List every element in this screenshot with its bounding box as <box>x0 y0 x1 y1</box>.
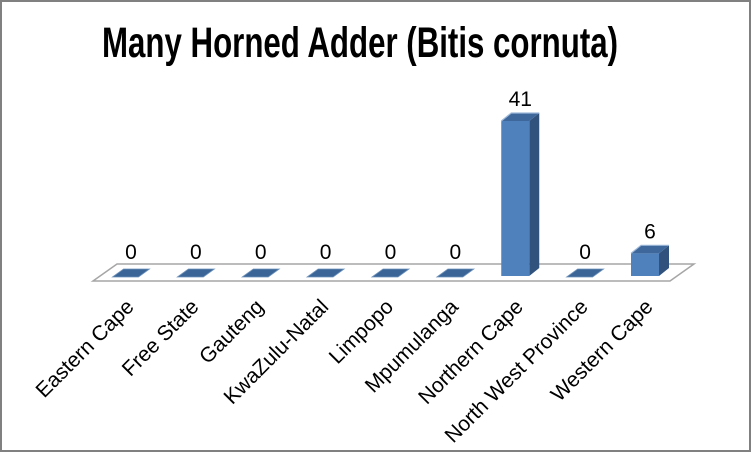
bar-western-cape <box>631 253 659 276</box>
zero-tile-free-state <box>176 268 216 278</box>
data-label-kwazulu-natal: 0 <box>320 241 332 264</box>
data-label-mpumulanga: 0 <box>450 241 462 264</box>
bar-side-western-cape <box>659 245 669 276</box>
data-label-northern-cape: 41 <box>509 88 532 111</box>
zero-tile-limpopo <box>370 268 411 278</box>
data-label-north-west-province: 0 <box>579 241 591 264</box>
zero-tile-mpumulanga <box>435 268 476 278</box>
x-axis-label-eastern-cape: Eastern Cape <box>31 295 138 402</box>
data-label-free-state: 0 <box>190 241 202 264</box>
bar-top-highlight-western-cape <box>630 244 669 254</box>
bar-top-western-cape <box>631 245 669 254</box>
bar-top-northern-cape <box>501 113 540 121</box>
chart-title: Many Horned Adder (Bitis cornuta) <box>102 19 618 67</box>
data-label-eastern-cape: 0 <box>125 241 137 264</box>
zero-tile-north-west-province <box>565 268 605 278</box>
data-label-gauteng: 0 <box>255 241 267 264</box>
zero-tile-gauteng <box>241 268 281 278</box>
data-label-limpopo: 0 <box>385 241 397 264</box>
bar-northern-cape <box>501 121 530 276</box>
bar-top-highlight-northern-cape <box>500 112 540 122</box>
bar-side-northern-cape <box>529 113 540 276</box>
data-label-western-cape: 6 <box>644 220 656 243</box>
zero-tile-eastern-cape <box>111 268 151 278</box>
zero-tile-kwazulu-natal <box>305 268 346 278</box>
